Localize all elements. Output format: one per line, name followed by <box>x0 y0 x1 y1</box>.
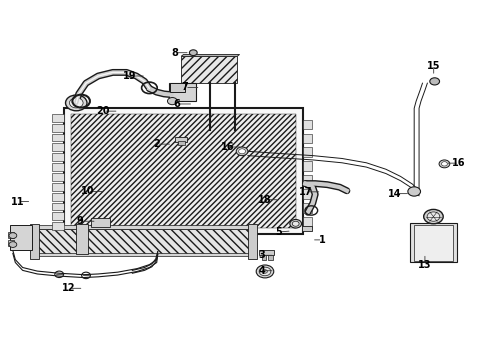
Text: 11: 11 <box>11 197 24 207</box>
Bar <box>52 134 64 141</box>
Bar <box>427 218 438 223</box>
Text: 6: 6 <box>173 99 180 109</box>
Circle shape <box>189 50 197 55</box>
Circle shape <box>256 265 273 278</box>
Bar <box>302 226 311 231</box>
Text: 13: 13 <box>417 260 431 270</box>
Bar <box>91 219 110 227</box>
Bar <box>52 143 64 151</box>
Text: 18: 18 <box>258 195 271 205</box>
Circle shape <box>429 78 439 85</box>
Polygon shape <box>181 54 239 56</box>
Bar <box>247 224 256 259</box>
Bar <box>175 137 187 142</box>
Text: 17: 17 <box>299 187 312 197</box>
Bar <box>168 83 195 101</box>
Text: 5: 5 <box>275 227 282 237</box>
Bar <box>32 225 254 229</box>
Bar <box>303 147 311 157</box>
Circle shape <box>238 149 245 154</box>
Circle shape <box>167 98 177 105</box>
Bar <box>52 153 64 161</box>
Circle shape <box>236 147 247 156</box>
Bar <box>52 173 64 181</box>
Bar <box>52 203 64 211</box>
Circle shape <box>9 233 17 238</box>
Text: 16: 16 <box>220 142 234 152</box>
Text: 9: 9 <box>76 216 83 226</box>
Bar <box>8 232 14 238</box>
Bar <box>169 83 184 92</box>
Bar <box>409 223 456 262</box>
Text: 3: 3 <box>258 250 264 260</box>
Text: 2: 2 <box>153 139 160 149</box>
Text: 14: 14 <box>387 189 401 199</box>
Text: 12: 12 <box>62 283 76 293</box>
Bar <box>30 224 39 259</box>
Bar <box>71 114 295 228</box>
Bar <box>177 141 184 145</box>
Bar <box>303 120 311 129</box>
Text: 1: 1 <box>319 235 325 245</box>
Bar <box>52 114 64 122</box>
Bar <box>76 224 88 253</box>
Text: 19: 19 <box>123 71 136 81</box>
Circle shape <box>441 162 447 166</box>
Bar <box>303 203 311 213</box>
Bar <box>52 193 64 201</box>
Bar <box>52 163 64 171</box>
Circle shape <box>259 267 270 276</box>
Text: 7: 7 <box>181 82 188 93</box>
Text: 4: 4 <box>258 266 264 276</box>
Text: 10: 10 <box>81 186 94 197</box>
Text: 16: 16 <box>451 158 465 168</box>
Circle shape <box>262 270 267 273</box>
Bar <box>303 175 311 185</box>
Text: 15: 15 <box>426 61 440 71</box>
Bar <box>8 240 14 246</box>
Bar <box>267 255 272 260</box>
Bar <box>303 134 311 143</box>
Bar <box>52 124 64 132</box>
Text: 8: 8 <box>171 48 178 58</box>
Circle shape <box>438 160 449 168</box>
Circle shape <box>9 242 17 247</box>
Circle shape <box>423 210 442 224</box>
Bar <box>52 222 64 230</box>
Bar <box>10 225 32 250</box>
Circle shape <box>426 212 439 221</box>
Circle shape <box>65 95 87 111</box>
Bar <box>303 161 311 171</box>
Bar <box>181 56 237 83</box>
Bar <box>32 229 254 253</box>
Circle shape <box>69 98 83 108</box>
Bar <box>303 217 311 226</box>
Bar <box>303 189 311 199</box>
Circle shape <box>407 187 420 196</box>
Bar <box>259 250 273 255</box>
Circle shape <box>292 221 299 226</box>
Circle shape <box>289 220 301 228</box>
Bar <box>413 225 452 261</box>
Bar <box>52 183 64 191</box>
Bar <box>64 108 303 234</box>
Bar <box>52 212 64 220</box>
Bar <box>32 253 254 256</box>
Bar <box>261 255 266 260</box>
Text: 20: 20 <box>96 106 110 116</box>
